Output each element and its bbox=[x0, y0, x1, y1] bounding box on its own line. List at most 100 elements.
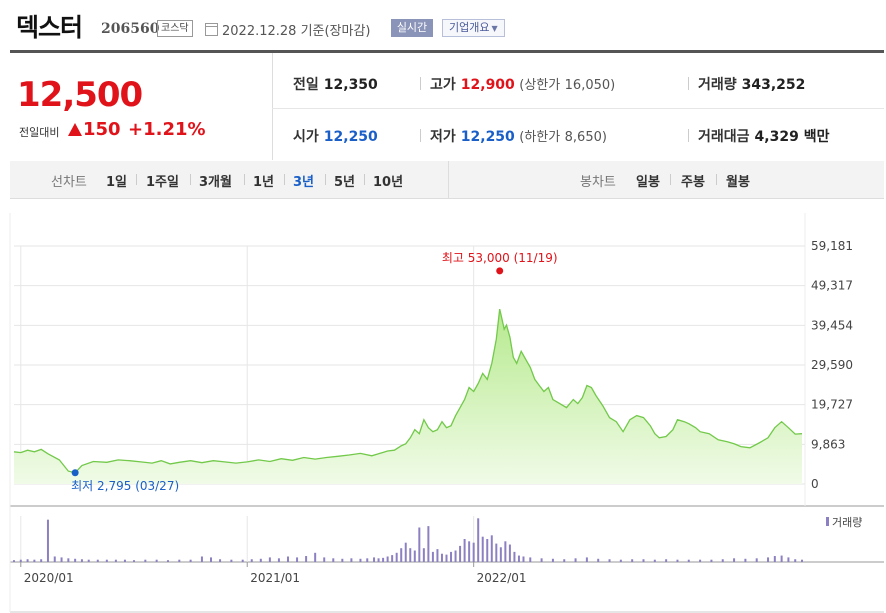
volume-bar bbox=[26, 559, 29, 562]
volume-bar bbox=[676, 559, 679, 562]
candle-monthly[interactable]: 월봉 bbox=[726, 175, 750, 190]
divider bbox=[272, 53, 273, 160]
volume-bar bbox=[551, 558, 554, 562]
price-area bbox=[14, 309, 802, 484]
stat-label: 고가 bbox=[430, 77, 456, 93]
volume-bar bbox=[332, 558, 335, 562]
stat-volume: 거래량 343,252 bbox=[698, 74, 805, 94]
min-marker bbox=[71, 469, 79, 477]
volume-bar bbox=[787, 557, 790, 562]
volume-bar bbox=[529, 557, 532, 562]
volume-bar bbox=[210, 557, 212, 562]
period-10y[interactable]: 10년 bbox=[373, 175, 404, 190]
volume-bar bbox=[653, 559, 656, 562]
volume-bar bbox=[699, 559, 702, 562]
change-rate: +1.21% bbox=[128, 119, 206, 140]
volume-bar bbox=[767, 557, 770, 562]
period-bar: 선차트 1일 1주일 3개월 1년 3년 5년 10년 봉차트 일봉 주봉 월봉 bbox=[10, 161, 884, 199]
period-1d[interactable]: 1일 bbox=[106, 175, 128, 190]
candle-daily[interactable]: 일봉 bbox=[636, 175, 660, 190]
stat-label: 전일 bbox=[293, 77, 319, 93]
volume-bar bbox=[296, 557, 299, 562]
volume-bar bbox=[341, 558, 344, 562]
volume-bar bbox=[409, 548, 412, 562]
period-5y[interactable]: 5년 bbox=[334, 175, 356, 190]
volume-bar bbox=[133, 560, 136, 562]
realtime-button[interactable]: 실시간 bbox=[391, 19, 433, 37]
min-label: 최저 2,795 (03/27) bbox=[71, 479, 179, 493]
volume-bar bbox=[144, 559, 147, 562]
volume-bar bbox=[513, 551, 516, 562]
volume-bar bbox=[105, 559, 108, 562]
volume-bar bbox=[305, 556, 308, 562]
stat-value: 4,329 백만 bbox=[754, 129, 830, 145]
volume-bar bbox=[499, 547, 502, 562]
volume-bar bbox=[486, 539, 489, 562]
company-overview-button[interactable]: 기업개요 ▼ bbox=[442, 19, 505, 37]
stat-open: 시가 12,250 bbox=[293, 126, 378, 146]
stat-value: 12,900 bbox=[460, 77, 515, 93]
volume-bar bbox=[490, 535, 493, 562]
volume-bar bbox=[404, 542, 407, 562]
base-date: 2022.12.28 기준(장마감) bbox=[222, 24, 371, 39]
volume-bar bbox=[189, 559, 192, 562]
volume-bar bbox=[40, 559, 43, 562]
volume-legend-swatch bbox=[826, 517, 829, 526]
divider bbox=[272, 108, 884, 109]
volume-bar bbox=[450, 551, 453, 562]
stock-code: 206560 bbox=[101, 21, 160, 37]
volume-bar bbox=[504, 541, 507, 562]
volume-bar bbox=[454, 550, 457, 562]
volume-bar bbox=[219, 559, 222, 562]
volume-bar bbox=[619, 559, 622, 562]
volume-bar bbox=[46, 519, 49, 562]
volume-bar bbox=[687, 559, 690, 562]
volume-bar bbox=[314, 552, 317, 562]
volume-bar bbox=[60, 557, 63, 562]
stat-high: 고가 12,900 (상한가 16,050) bbox=[430, 74, 615, 94]
y-tick-label: 0 bbox=[811, 477, 819, 491]
volume-bar bbox=[780, 555, 783, 562]
period-1y[interactable]: 1년 bbox=[253, 175, 275, 190]
volume-bar bbox=[268, 557, 271, 562]
separator bbox=[325, 174, 326, 185]
y-tick-label: 59,181 bbox=[811, 239, 853, 253]
volume-bar bbox=[436, 549, 439, 562]
volume-bar bbox=[67, 558, 70, 562]
max-label: 최고 53,000 (11/19) bbox=[442, 251, 558, 265]
separator bbox=[688, 77, 689, 90]
stat-label: 시가 bbox=[293, 129, 319, 145]
volume-bar bbox=[200, 556, 203, 562]
change-value: 150 bbox=[83, 119, 121, 140]
y-tick-label: 39,454 bbox=[811, 318, 853, 332]
volume-bar bbox=[522, 556, 525, 562]
y-tick-label: 19,727 bbox=[811, 398, 853, 412]
volume-bar bbox=[96, 559, 99, 562]
y-tick-label: 9,863 bbox=[811, 437, 845, 451]
up-arrow-icon bbox=[68, 123, 82, 136]
volume-bar bbox=[13, 560, 15, 562]
x-tick-label: 2020/01 bbox=[24, 571, 74, 585]
candle-weekly[interactable]: 주봉 bbox=[681, 175, 705, 190]
separator bbox=[136, 174, 137, 185]
volume-bar bbox=[773, 556, 776, 562]
volume-bar bbox=[250, 559, 253, 562]
stat-prev: 전일 12,350 bbox=[293, 74, 378, 94]
stock-name: 덱스터 bbox=[16, 13, 83, 42]
period-3y[interactable]: 3년 bbox=[293, 175, 315, 190]
line-chart-label: 선차트 bbox=[51, 175, 87, 190]
volume-bar bbox=[597, 558, 600, 562]
volume-bar bbox=[665, 559, 668, 562]
stat-sub-label: (상한가 bbox=[519, 78, 561, 93]
volume-bar bbox=[391, 555, 394, 562]
separator bbox=[716, 174, 717, 185]
stat-sub-label: (하한가 bbox=[519, 130, 561, 145]
volume-bar bbox=[574, 558, 577, 562]
volume-bar bbox=[377, 558, 380, 562]
volume-bar bbox=[744, 558, 747, 562]
volume-bar bbox=[400, 548, 403, 562]
period-3m[interactable]: 3개월 bbox=[199, 175, 232, 190]
stat-amount: 거래대금 4,329 백만 bbox=[698, 126, 829, 146]
period-1w[interactable]: 1주일 bbox=[146, 175, 179, 190]
volume-bar bbox=[286, 556, 289, 562]
